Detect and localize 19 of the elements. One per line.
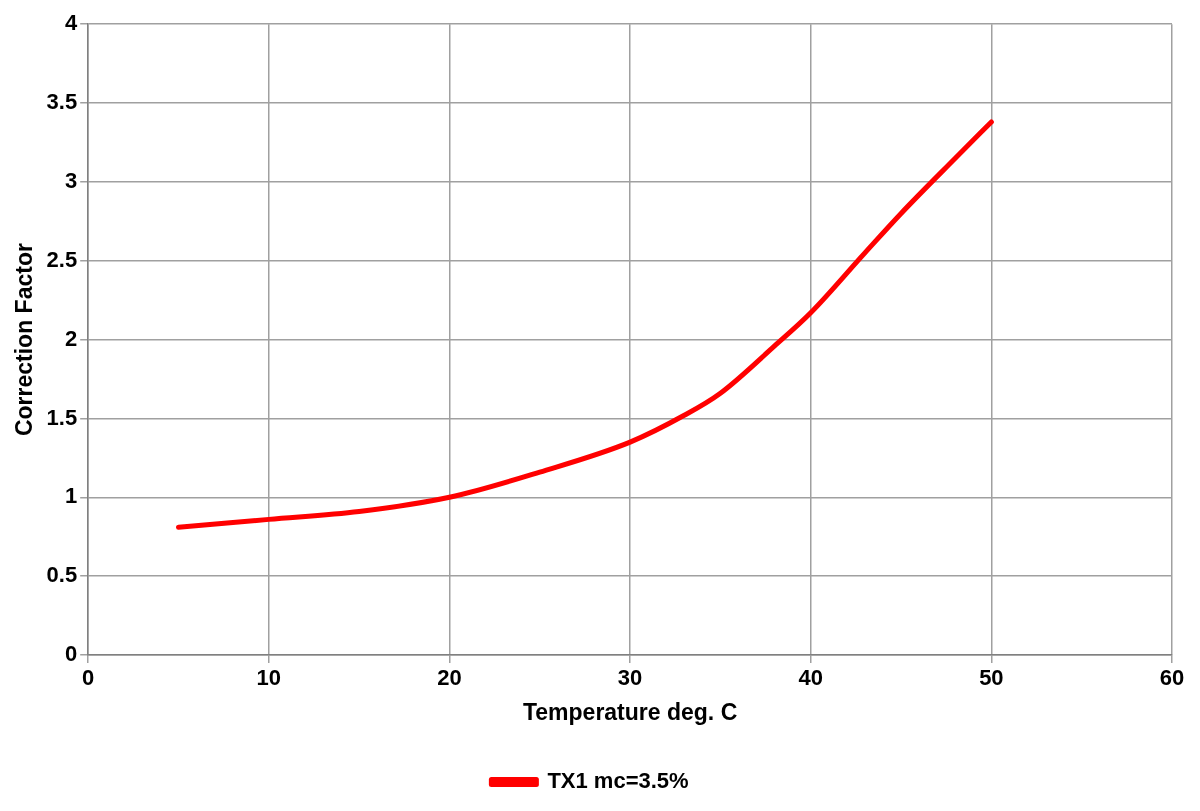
x-tick-label: 40 [798,665,823,691]
x-tick-label: 50 [979,665,1004,691]
y-tick-label: 3.5 [46,89,78,115]
y-tick-label: 2 [64,325,78,351]
y-tick-label: 0 [64,641,78,667]
x-tick-label: 30 [617,665,643,691]
x-tick-label: 60 [1159,665,1185,691]
x-tick-label: 10 [256,665,282,691]
y-tick-label: 1 [64,483,78,509]
y-tick-label: 2.5 [46,246,78,272]
y-tick-label: 1.5 [46,404,78,430]
legend-label: TX1 mc=3.5% [547,768,689,794]
x-tick-label: 20 [437,665,462,691]
x-axis-title: Temperature deg. C [522,698,738,725]
y-tick-label: 4 [64,10,78,36]
x-tick-label: 0 [82,665,95,691]
y-axis-title: Correction Factor [11,243,38,437]
y-tick-label: 0.5 [46,562,78,588]
y-tick-label: 3 [64,167,78,193]
